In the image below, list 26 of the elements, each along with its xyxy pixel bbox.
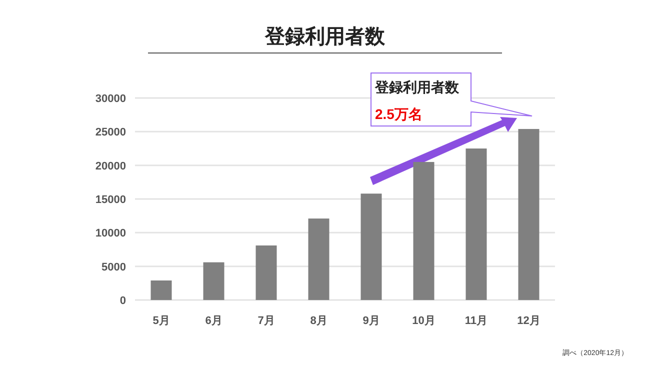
bar bbox=[413, 162, 434, 300]
bar bbox=[256, 245, 277, 300]
x-tick-label: 6月 bbox=[205, 315, 222, 327]
y-tick-label: 5000 bbox=[102, 261, 126, 274]
y-tick-label: 10000 bbox=[95, 228, 126, 240]
bar bbox=[308, 218, 330, 300]
x-tick-label: 7月 bbox=[258, 315, 275, 327]
annotation: 2.5万名 bbox=[375, 106, 422, 122]
x-tick-label: 12月 bbox=[517, 315, 540, 327]
y-tick-label: 20000 bbox=[95, 160, 126, 172]
text: 登録利用者数 bbox=[374, 79, 460, 95]
x-tick-label: 11月 bbox=[464, 315, 488, 327]
bar bbox=[518, 128, 540, 300]
bar bbox=[466, 148, 487, 300]
bar bbox=[203, 262, 224, 300]
bar bbox=[360, 194, 382, 300]
y-tick-label: 15000 bbox=[95, 194, 126, 206]
x-tick-label: 5月 bbox=[152, 315, 170, 327]
y-tick-label: 0 bbox=[120, 295, 126, 307]
x-tick-label: 10月 bbox=[412, 315, 436, 327]
x-tick-label: 8月 bbox=[310, 315, 328, 327]
chart-title: 登録利用者数 bbox=[264, 25, 386, 48]
bar bbox=[150, 280, 172, 300]
y-tick-label: 25000 bbox=[95, 126, 126, 139]
x-tick-label: 9月 bbox=[362, 315, 380, 327]
y-tick-label: 30000 bbox=[95, 93, 126, 105]
